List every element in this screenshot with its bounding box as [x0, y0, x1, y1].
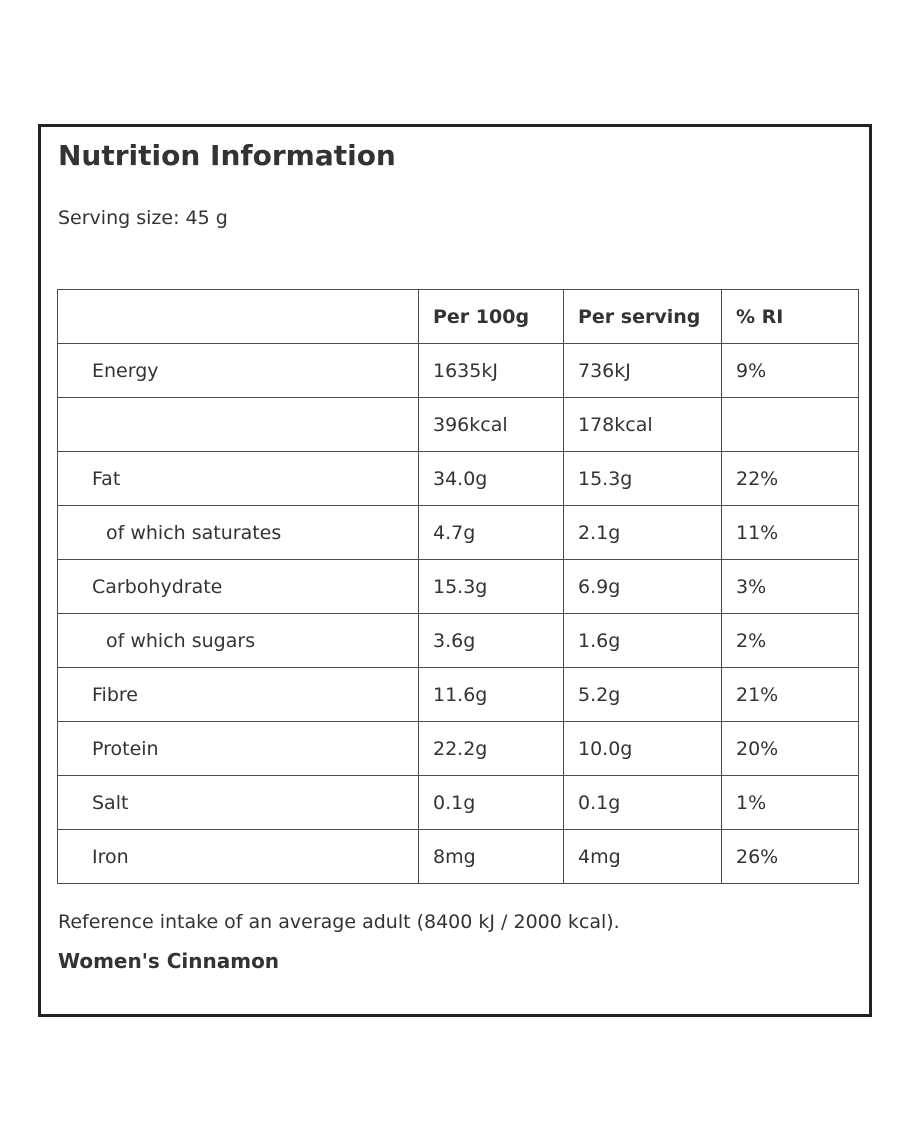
per-100g-cell: 4.7g — [418, 505, 564, 561]
per-100g-cell: 3.6g — [418, 613, 564, 669]
per-100g-cell: 8mg — [418, 829, 564, 885]
ri-cell: 11% — [721, 505, 859, 561]
table-body: Energy 1635kJ 736kJ 9% 396kcal 178kcal F… — [57, 343, 859, 885]
ri-cell: 22% — [721, 451, 859, 507]
table-row-saturates: of which saturates 4.7g 2.1g 11% — [57, 505, 859, 561]
table-row-energy-kcal: 396kcal 178kcal — [57, 397, 859, 453]
ri-cell: 3% — [721, 559, 859, 615]
per-serving-cell: 4mg — [563, 829, 722, 885]
nutrient-name-cell: Fibre — [57, 667, 419, 723]
ri-cell: 20% — [721, 721, 859, 777]
per-serving-cell: 15.3g — [563, 451, 722, 507]
reference-intake-note: Reference intake of an average adult (84… — [58, 911, 620, 934]
per-100g-cell: 1635kJ — [418, 343, 564, 399]
table-header: Per 100g Per serving % RI — [57, 289, 859, 345]
nutrient-name-cell: Energy — [57, 343, 419, 399]
per-serving-cell: 10.0g — [563, 721, 722, 777]
nutrition-table: Per 100g Per serving % RI Energy 1635kJ … — [57, 289, 859, 885]
header-ri: % RI — [721, 289, 859, 345]
table-header-row: Per 100g Per serving % RI — [57, 289, 859, 345]
nutrient-name-cell: Protein — [57, 721, 419, 777]
ri-cell: 21% — [721, 667, 859, 723]
per-100g-cell: 34.0g — [418, 451, 564, 507]
per-serving-cell: 178kcal — [563, 397, 722, 453]
table-row-energy: Energy 1635kJ 736kJ 9% — [57, 343, 859, 399]
table-row-fat: Fat 34.0g 15.3g 22% — [57, 451, 859, 507]
nutrient-name-cell: Salt — [57, 775, 419, 831]
nutrient-name-cell: Fat — [57, 451, 419, 507]
per-serving-cell: 2.1g — [563, 505, 722, 561]
per-serving-cell: 0.1g — [563, 775, 722, 831]
ri-cell: 26% — [721, 829, 859, 885]
table-row-fibre: Fibre 11.6g 5.2g 21% — [57, 667, 859, 723]
per-serving-cell: 1.6g — [563, 613, 722, 669]
nutrient-name-cell — [57, 397, 419, 453]
ri-cell: 1% — [721, 775, 859, 831]
serving-size-text: Serving size: 45 g — [58, 206, 228, 229]
per-100g-cell: 22.2g — [418, 721, 564, 777]
per-serving-cell: 5.2g — [563, 667, 722, 723]
table-row-sugars: of which sugars 3.6g 1.6g 2% — [57, 613, 859, 669]
header-per-serving: Per serving — [563, 289, 722, 345]
table-row-iron: Iron 8mg 4mg 26% — [57, 829, 859, 885]
table-row-salt: Salt 0.1g 0.1g 1% — [57, 775, 859, 831]
ri-cell — [721, 397, 859, 453]
per-serving-cell: 6.9g — [563, 559, 722, 615]
header-per-100g: Per 100g — [418, 289, 564, 345]
nutrition-panel: Nutrition Information Serving size: 45 g… — [38, 124, 872, 1017]
product-name: Women's Cinnamon — [58, 949, 280, 974]
per-serving-cell: 736kJ — [563, 343, 722, 399]
table-row-protein: Protein 22.2g 10.0g 20% — [57, 721, 859, 777]
page-title: Nutrition Information — [58, 139, 396, 172]
per-100g-cell: 11.6g — [418, 667, 564, 723]
ri-cell: 2% — [721, 613, 859, 669]
header-nutrient — [57, 289, 419, 345]
per-100g-cell: 15.3g — [418, 559, 564, 615]
nutrient-name-cell: Iron — [57, 829, 419, 885]
per-100g-cell: 0.1g — [418, 775, 564, 831]
table-row-carbohydrate: Carbohydrate 15.3g 6.9g 3% — [57, 559, 859, 615]
nutrient-name-cell: Carbohydrate — [57, 559, 419, 615]
nutrient-name-cell: of which sugars — [57, 613, 419, 669]
ri-cell: 9% — [721, 343, 859, 399]
nutrient-name-cell: of which saturates — [57, 505, 419, 561]
per-100g-cell: 396kcal — [418, 397, 564, 453]
